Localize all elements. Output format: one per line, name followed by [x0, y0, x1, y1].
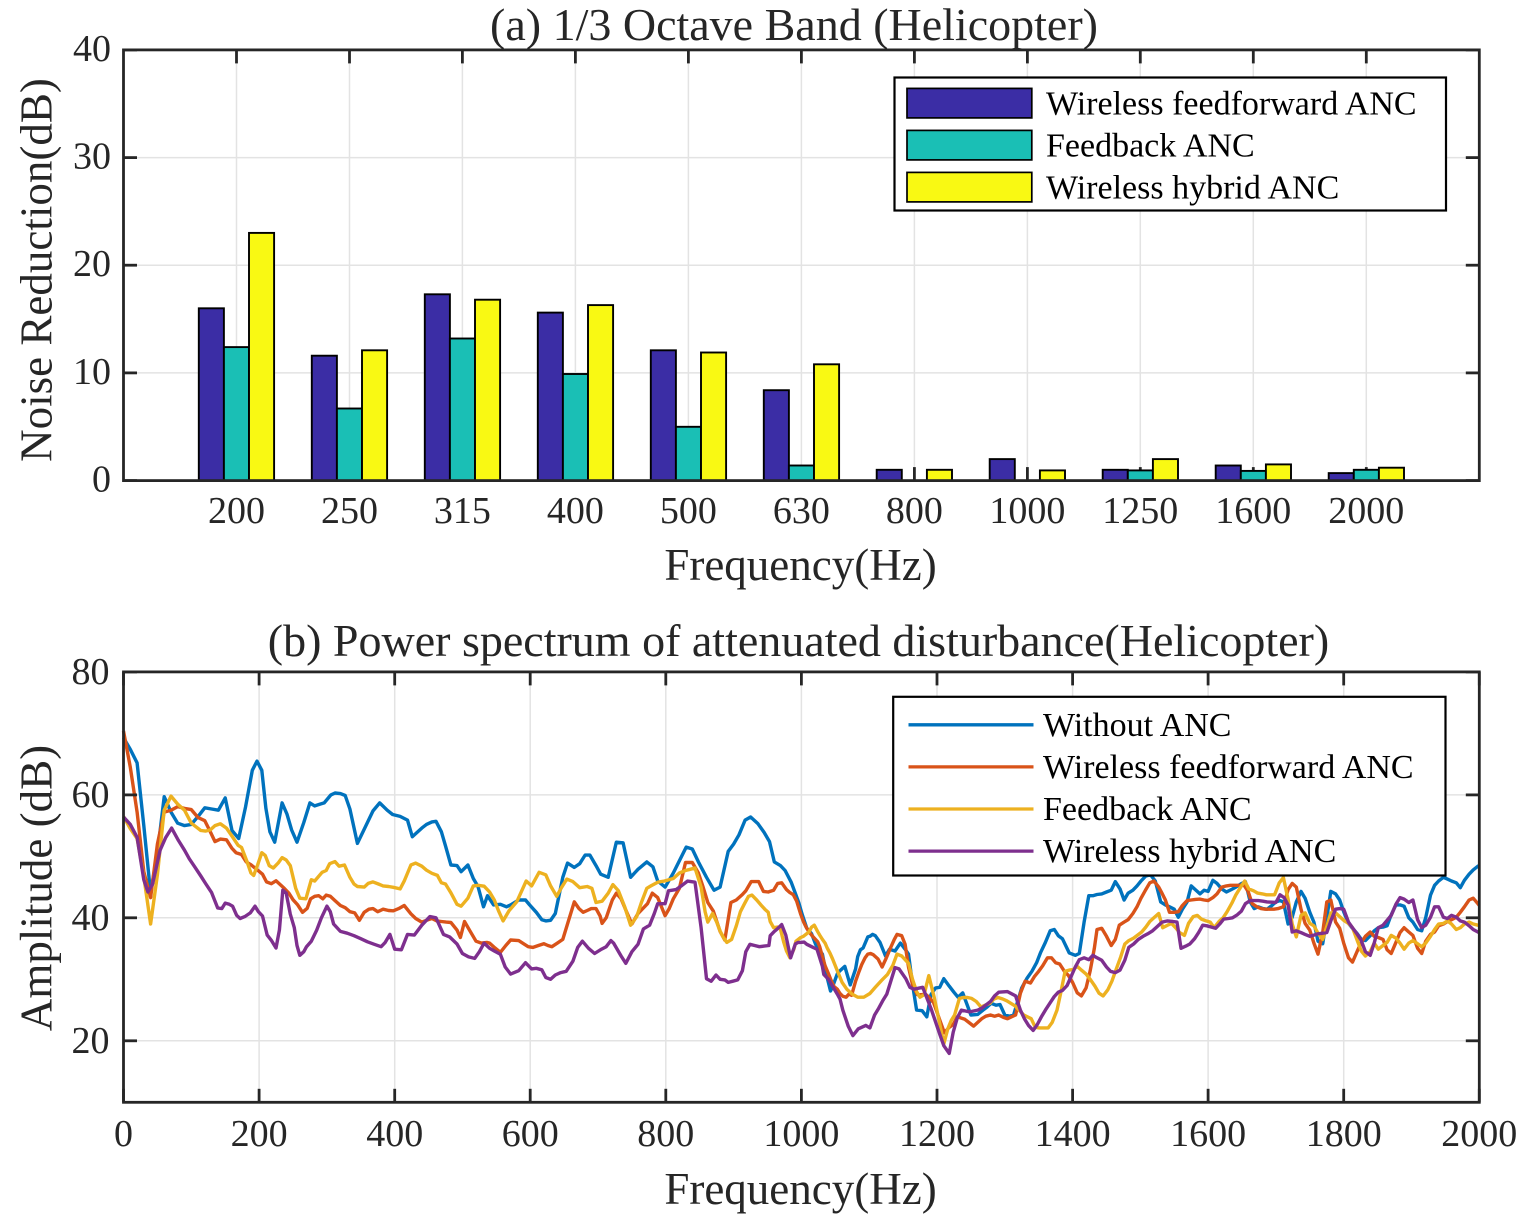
svg-text:60: 60	[72, 774, 110, 816]
svg-text:20: 20	[73, 243, 111, 285]
svg-text:1400: 1400	[1035, 1113, 1111, 1155]
svg-text:Feedback ANC: Feedback ANC	[1046, 127, 1255, 164]
svg-text:600: 600	[502, 1113, 559, 1155]
svg-text:2000: 2000	[1328, 490, 1404, 532]
svg-text:500: 500	[660, 490, 717, 532]
svg-text:800: 800	[886, 490, 943, 532]
svg-text:Frequency(Hz): Frequency(Hz)	[664, 540, 936, 590]
svg-text:Wireless feedforward ANC: Wireless feedforward ANC	[1043, 749, 1414, 786]
svg-text:0: 0	[114, 1113, 133, 1155]
svg-text:1600: 1600	[1215, 490, 1291, 532]
svg-text:0: 0	[92, 459, 111, 501]
svg-text:1800: 1800	[1306, 1113, 1382, 1155]
svg-text:Wireless feedforward ANC: Wireless feedforward ANC	[1046, 85, 1417, 122]
svg-text:Wireless hybrid ANC: Wireless hybrid ANC	[1046, 169, 1339, 206]
svg-text:630: 630	[773, 490, 830, 532]
svg-text:200: 200	[231, 1113, 288, 1155]
svg-text:1600: 1600	[1170, 1113, 1246, 1155]
svg-text:315: 315	[434, 490, 491, 532]
svg-text:800: 800	[637, 1113, 694, 1155]
svg-text:40: 40	[72, 897, 110, 939]
svg-text:400: 400	[366, 1113, 423, 1155]
svg-text:250: 250	[321, 490, 378, 532]
svg-text:20: 20	[72, 1020, 110, 1062]
svg-text:Wireless hybrid ANC: Wireless hybrid ANC	[1043, 833, 1336, 870]
svg-text:1250: 1250	[1102, 490, 1178, 532]
svg-text:1200: 1200	[899, 1113, 975, 1155]
svg-text:400: 400	[547, 490, 604, 532]
svg-text:10: 10	[73, 351, 111, 393]
svg-text:1000: 1000	[763, 1113, 839, 1155]
svg-text:1000: 1000	[989, 490, 1065, 532]
svg-text:40: 40	[73, 28, 111, 70]
svg-text:Without ANC: Without ANC	[1043, 707, 1231, 744]
svg-text:80: 80	[72, 651, 110, 693]
svg-text:2000: 2000	[1441, 1113, 1517, 1155]
svg-text:Feedback ANC: Feedback ANC	[1043, 791, 1252, 828]
svg-text:(b) Power spectrum of attenuat: (b) Power spectrum of attenuated disturb…	[268, 615, 1329, 666]
svg-text:30: 30	[73, 136, 111, 178]
svg-text:Noise Reduction(dB): Noise Reduction(dB)	[12, 78, 62, 462]
svg-text:(a) 1/3 Octave Band (Helicopte: (a) 1/3 Octave Band (Helicopter)	[490, 0, 1098, 50]
svg-text:Amplitude (dB): Amplitude (dB)	[12, 745, 62, 1031]
svg-text:200: 200	[208, 490, 265, 532]
svg-text:Frequency(Hz): Frequency(Hz)	[664, 1164, 936, 1214]
